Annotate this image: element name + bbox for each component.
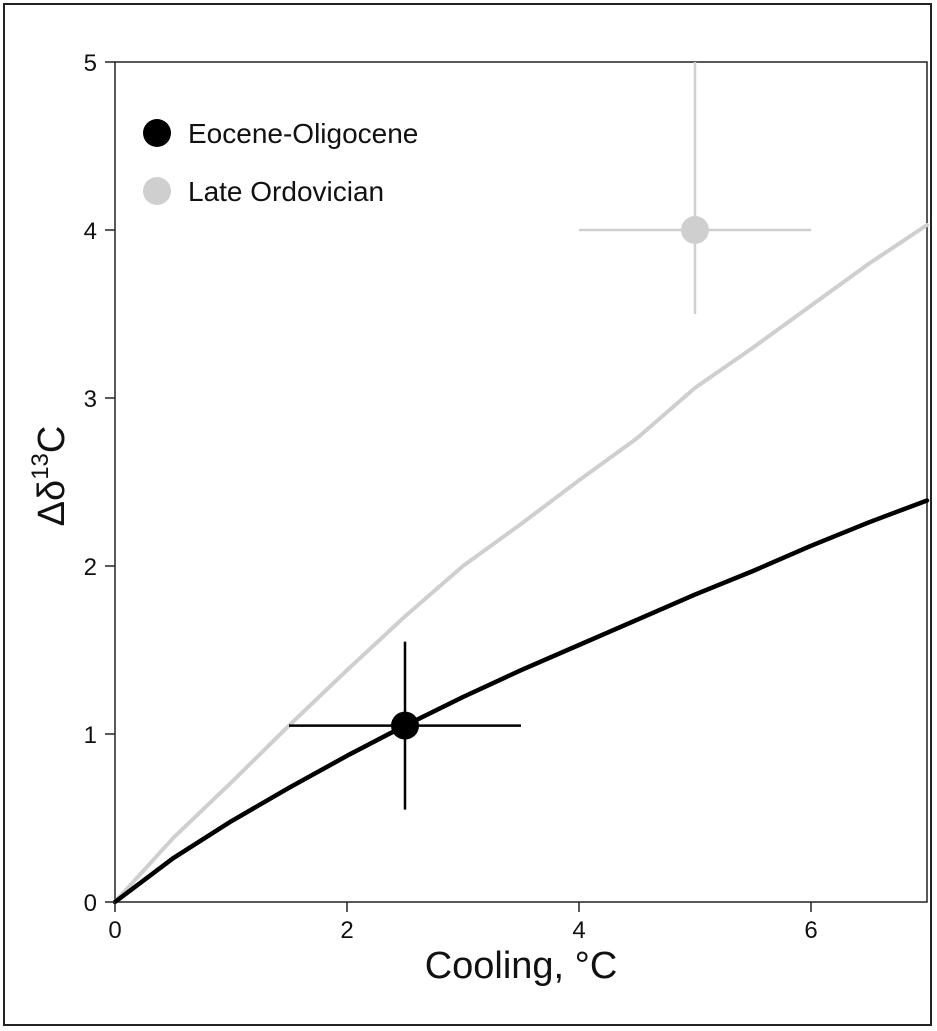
y-axis-label-superscript: 13 <box>27 453 54 480</box>
x-tick-label-6: 6 <box>804 917 817 944</box>
y-tick-label-0: 0 <box>84 890 97 917</box>
y-axis-label-main: Δδ <box>31 480 73 527</box>
error-bars <box>289 62 811 810</box>
legend-label-eocene-oligocene: Eocene-Oligocene <box>188 118 418 149</box>
y-tick-label-2: 2 <box>84 554 97 581</box>
plot-area <box>114 61 928 903</box>
y-axis-label: Δδ13C <box>27 426 73 527</box>
y-tick-label-3: 3 <box>84 386 97 413</box>
svg-text:Δδ13C: Δδ13C <box>27 426 73 527</box>
x-axis: 0 2 4 6 <box>108 902 818 944</box>
legend: Eocene-Oligocene Late Ordovician <box>143 118 418 207</box>
y-tick-label-4: 4 <box>84 218 97 245</box>
data-points <box>391 216 709 740</box>
y-axis: 0 1 2 3 4 5 <box>84 50 115 917</box>
x-axis-label: Cooling, °C <box>425 945 618 987</box>
curves <box>112 223 930 905</box>
curve-late-ordovician <box>113 223 929 904</box>
point-eocene-oligocene <box>391 711 419 740</box>
y-tick-label-5: 5 <box>84 50 97 77</box>
point-late-ordovician <box>681 216 709 244</box>
y-tick-label-1: 1 <box>84 722 97 749</box>
x-tick-label-4: 4 <box>572 917 585 944</box>
y-axis-label-tail: C <box>31 426 73 453</box>
curve-eocene-oligocene <box>112 498 930 905</box>
x-tick-label-2: 2 <box>340 917 353 944</box>
legend-marker-late-ordovician <box>143 177 171 205</box>
x-tick-label-0: 0 <box>108 917 121 944</box>
legend-label-late-ordovician: Late Ordovician <box>188 176 384 207</box>
legend-marker-eocene-oligocene <box>143 119 171 147</box>
